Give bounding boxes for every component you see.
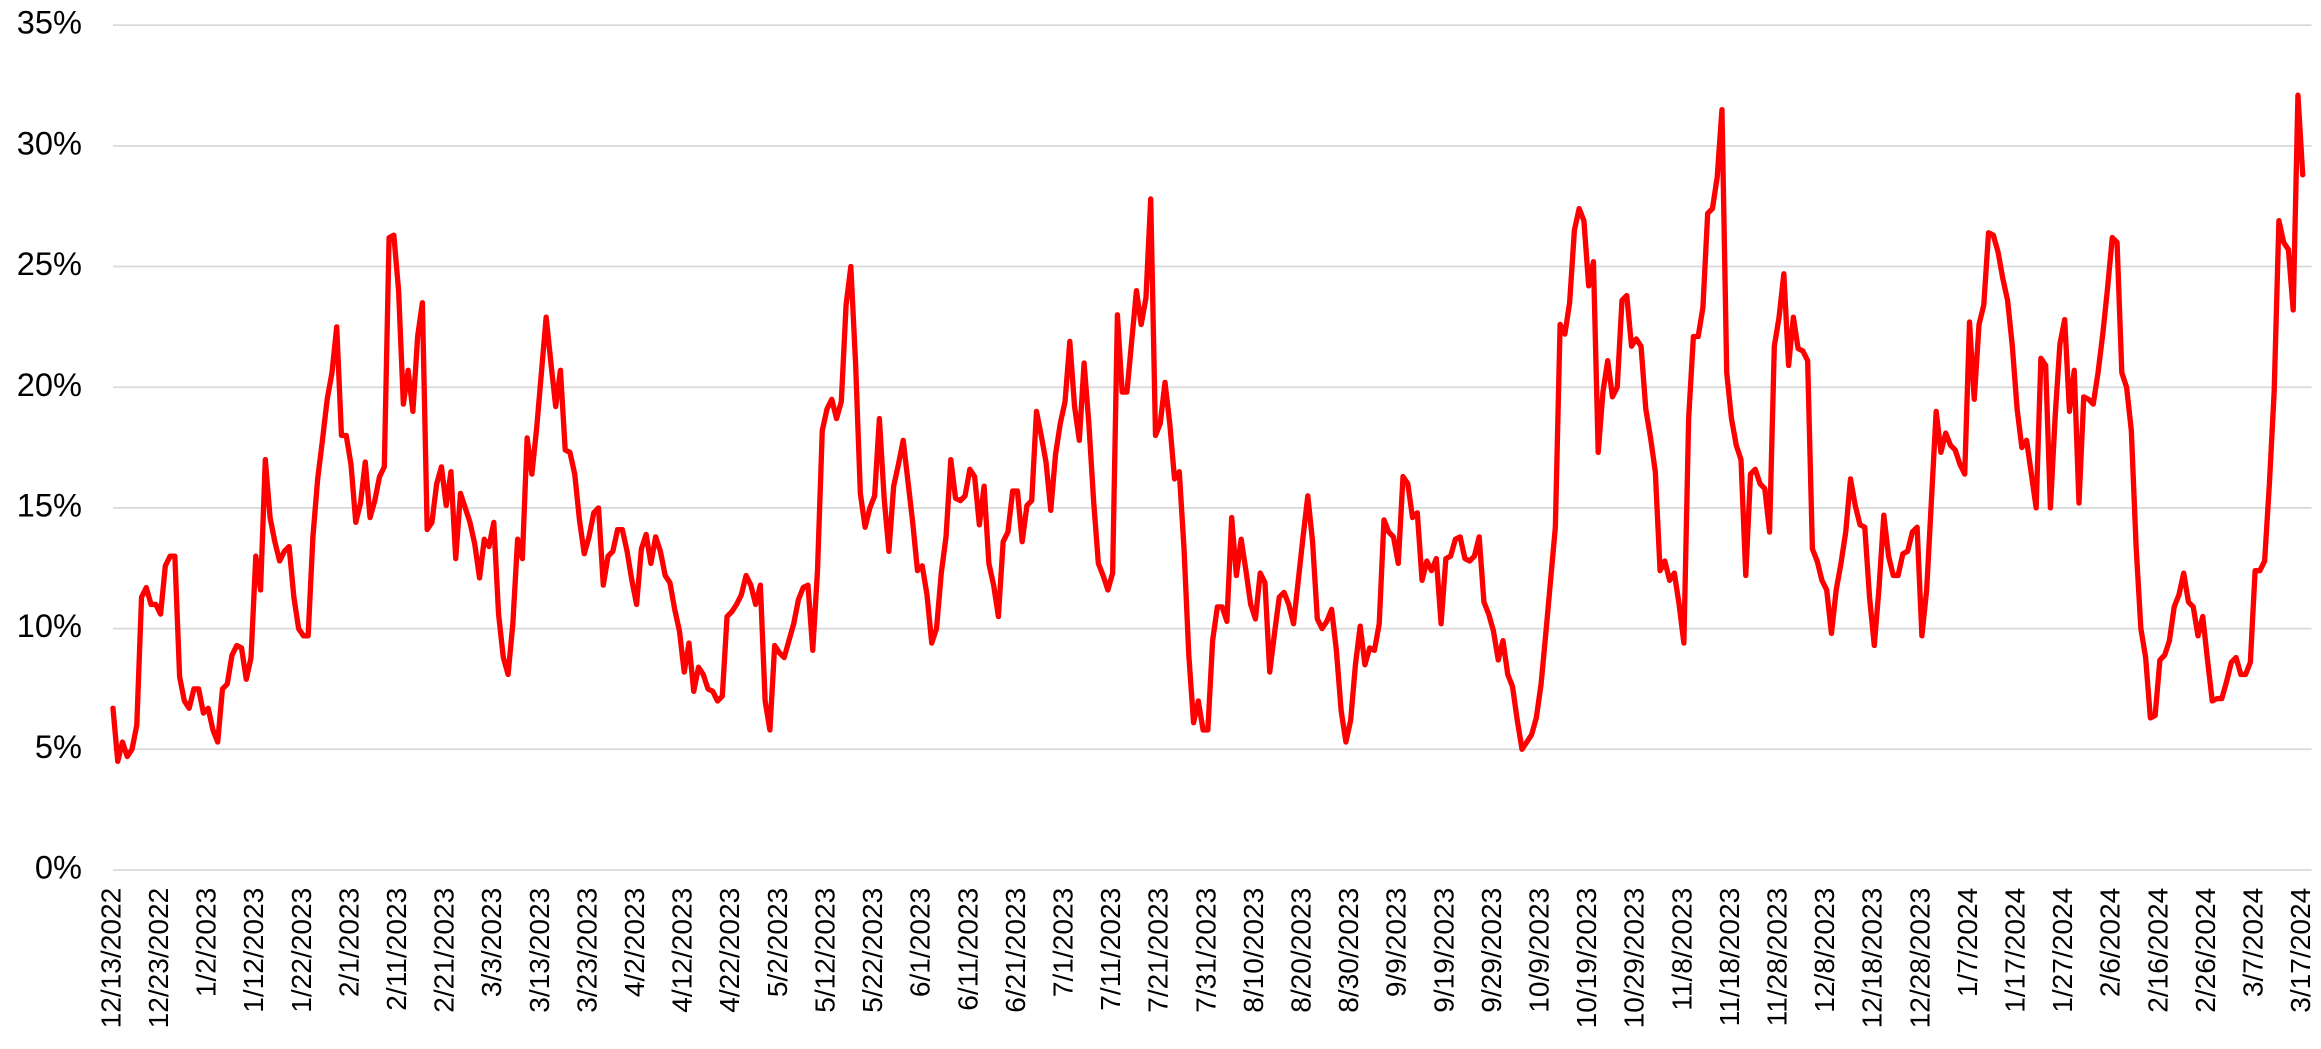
x-tick-label: 1/27/2024 <box>2047 888 2078 1013</box>
x-tick-label: 1/2/2023 <box>191 888 222 997</box>
x-tick-label: 10/29/2023 <box>1619 888 1650 1029</box>
x-tick-label: 8/30/2023 <box>1333 888 1364 1013</box>
x-tick-label: 6/1/2023 <box>905 888 936 997</box>
x-tick-label: 7/11/2023 <box>1095 888 1126 1011</box>
x-tick-label: 4/2/2023 <box>619 888 650 997</box>
x-tick-label: 10/19/2023 <box>1571 888 1602 1029</box>
x-tick-label: 3/23/2023 <box>571 888 602 1013</box>
y-tick-label: 25% <box>17 246 82 282</box>
x-tick-label: 9/19/2023 <box>1428 888 1459 1013</box>
data-line <box>110 92 2306 765</box>
x-tick-label: 10/9/2023 <box>1523 888 1554 1013</box>
y-tick-label: 35% <box>17 5 82 41</box>
x-tick-label: 8/20/2023 <box>1285 888 1316 1013</box>
x-tick-label: 9/29/2023 <box>1476 888 1507 1013</box>
y-tick-label: 30% <box>17 125 82 161</box>
y-tick-label: 20% <box>17 367 82 403</box>
x-tick-label: 9/9/2023 <box>1381 888 1412 997</box>
y-axis: 0% 5% 10% 15% 20% 25% 30% 35% <box>17 5 82 886</box>
x-tick-label: 2/1/2023 <box>333 888 364 997</box>
y-tick-label: 10% <box>17 608 82 644</box>
x-tick-label: 12/23/2022 <box>143 888 174 1029</box>
x-tick-label: 2/6/2024 <box>2095 888 2126 997</box>
x-tick-label: 1/7/2024 <box>1952 888 1983 997</box>
x-tick-label: 8/10/2023 <box>1238 888 1269 1013</box>
x-axis: 12/13/2022 12/23/2022 1/2/2023 1/12/2023 1/2… <box>95 888 2316 1029</box>
grid <box>112 24 2312 871</box>
x-tick-label: 6/11/2023 <box>952 888 983 1011</box>
x-tick-label: 11/8/2023 <box>1666 888 1697 1011</box>
y-tick-label: 0% <box>35 850 82 886</box>
y-tick-label: 5% <box>35 729 82 765</box>
x-tick-label: 3/3/2023 <box>476 888 507 997</box>
x-tick-label: 3/13/2023 <box>524 888 555 1013</box>
x-tick-label: 6/21/2023 <box>1000 888 1031 1013</box>
x-tick-label: 5/2/2023 <box>762 888 793 997</box>
x-tick-label: 5/22/2023 <box>857 888 888 1013</box>
x-tick-label: 2/21/2023 <box>429 888 460 1013</box>
x-tick-label: 12/13/2022 <box>95 888 126 1029</box>
x-tick-label: 12/18/2023 <box>1857 888 1888 1029</box>
x-tick-label: 1/17/2024 <box>2000 888 2031 1013</box>
plot-area <box>110 92 2306 765</box>
x-tick-label: 4/22/2023 <box>714 888 745 1013</box>
x-tick-label: 11/18/2023 <box>1714 888 1745 1027</box>
x-tick-label: 7/1/2023 <box>1047 888 1078 997</box>
x-tick-label: 4/12/2023 <box>667 888 698 1013</box>
x-tick-label: 2/11/2023 <box>381 888 412 1011</box>
x-tick-label: 5/12/2023 <box>809 888 840 1013</box>
x-tick-label: 2/26/2024 <box>2190 888 2221 1013</box>
x-tick-label: 1/22/2023 <box>286 888 317 1013</box>
x-tick-label: 12/28/2023 <box>1904 888 1935 1029</box>
x-tick-label: 7/31/2023 <box>1190 888 1221 1013</box>
x-tick-label: 12/8/2023 <box>1809 888 1840 1013</box>
x-tick-label: 3/7/2024 <box>2238 888 2269 997</box>
x-tick-label: 11/28/2023 <box>1762 888 1793 1027</box>
x-tick-label: 3/17/2024 <box>2285 888 2316 1013</box>
x-tick-label: 2/16/2024 <box>2142 888 2173 1013</box>
x-tick-label: 1/12/2023 <box>238 888 269 1013</box>
y-tick-label: 15% <box>17 488 82 524</box>
x-tick-label: 7/21/2023 <box>1143 888 1174 1013</box>
